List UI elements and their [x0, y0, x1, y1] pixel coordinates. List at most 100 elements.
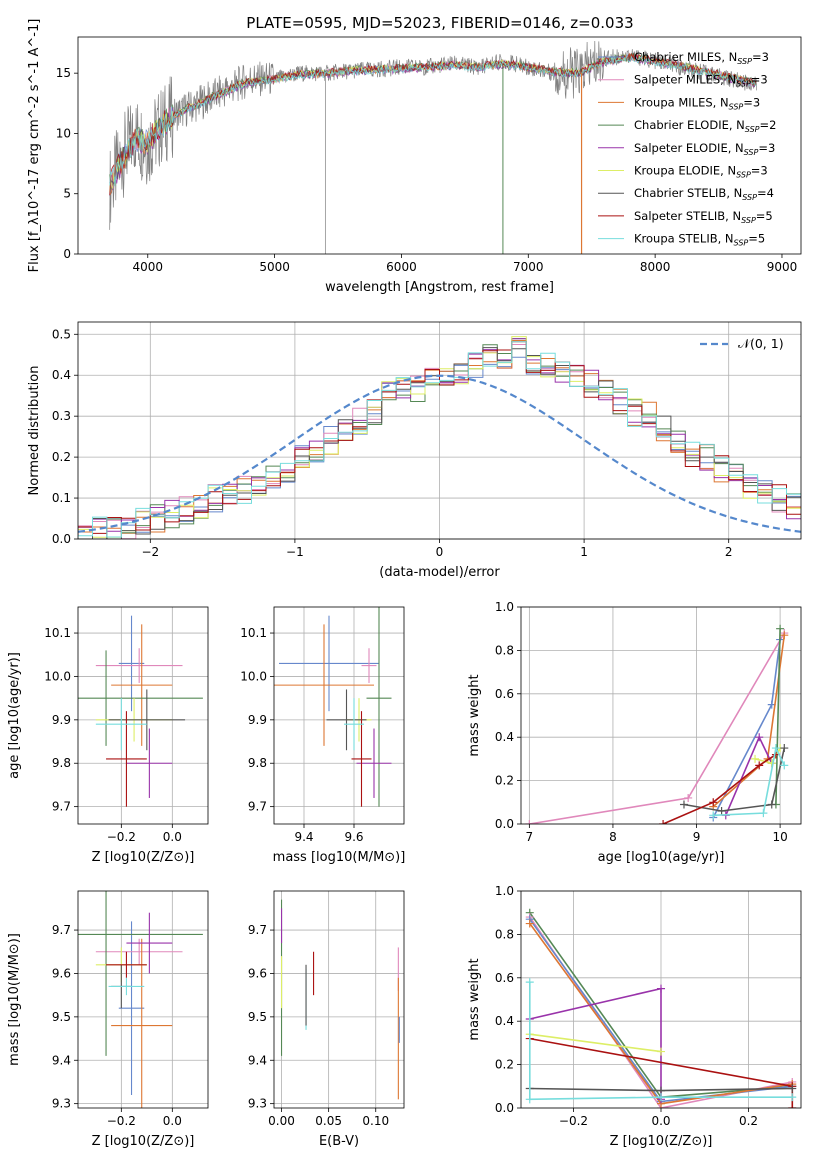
x-tick-label: 4000 [132, 260, 163, 274]
weight-vs-age-axes-frame [520, 606, 802, 825]
weight-line [528, 982, 793, 1101]
x-tick-label: 0.10 [362, 1114, 389, 1128]
weight-marker [788, 1084, 797, 1093]
weight-line [713, 745, 786, 817]
histogram-series [78, 341, 801, 539]
x-tick-label: 0 [436, 545, 444, 559]
x-tick-label: −1 [286, 545, 304, 559]
y-axis-label: Normed distribution [27, 366, 42, 496]
plot-area [525, 908, 797, 1108]
x-tick-label: 1 [580, 545, 588, 559]
y-tick-label: 9.7 [52, 800, 71, 814]
y-axis-label: mass weight [467, 958, 482, 1040]
residual-histogram-axes: −2 −1 0 1 2 0.0 0.1 0.2 0.3 0.4 0.5 (data-model)/er… [27, 321, 802, 580]
x-axis-label: wavelength [Angstrom, rest frame] [325, 280, 554, 295]
weight-marker [771, 744, 780, 753]
spectrum-frame [77, 36, 802, 255]
y-tick-label: 0.2 [495, 1058, 514, 1072]
model-spectrum-line [109, 52, 757, 196]
age-vs-metallicity-axes: −0.2 0.0 9.7 9.8 9.9 10.0 10.1 Z [log10(Z/Z⊙)] a… [7, 606, 209, 865]
y-tick-label: 9.4 [52, 1053, 71, 1067]
x-tick-label: 0.0 [651, 1114, 670, 1128]
x-tick-label: 10 [772, 830, 787, 844]
x-tick-label: 9000 [767, 260, 798, 274]
mass-vs-metallicity-axes-frame [77, 890, 209, 1109]
y-tick-label: 0.8 [495, 927, 514, 941]
y-tick-label: 5 [63, 187, 71, 201]
y-tick-label: 9.6 [52, 966, 71, 980]
spectrum-title: PLATE=0595, MJD=52023, FIBERID=0146, z=0… [246, 14, 633, 32]
plot-area [274, 607, 392, 807]
y-tick-label: 10.1 [44, 626, 71, 640]
x-axis-label: Z [log10(Z/Z⊙)] [610, 1134, 713, 1149]
weight-vs-metallicity-axes-frame [520, 890, 802, 1109]
weight-marker [780, 631, 789, 640]
legend-label: Chabrier MILES, NSSP=3 [634, 50, 769, 66]
y-tick-label: 0.4 [52, 368, 71, 382]
y-tick-label: 0.0 [52, 532, 71, 546]
legend-label: Salpeter MILES, NSSP=3 [634, 73, 768, 89]
y-tick-label: 9.9 [248, 713, 267, 727]
weight-marker [780, 744, 789, 753]
age-vs-mass-axes-frame [273, 606, 405, 825]
mass-vs-extinction-axes: 0.00 0.05 0.10 9.3 9.4 9.5 9.6 9.7 E(B-V) [248, 890, 405, 1149]
y-tick-label: 0.3 [52, 409, 71, 423]
spectrum-axes: 4000 5000 6000 7000 8000 9000 0 5 10 15 wavelength… [27, 19, 802, 295]
y-tick-label: 9.6 [248, 966, 267, 980]
x-axis-label: Z [log10(Z/Z⊙)] [92, 1134, 195, 1149]
x-tick-label: −0.2 [559, 1114, 588, 1128]
y-tick-label: 9.3 [248, 1097, 267, 1111]
model-spectrum-line [109, 54, 757, 187]
weight-marker [755, 733, 764, 742]
weight-line [683, 747, 786, 812]
y-tick-label: 0.2 [495, 774, 514, 788]
weight-marker [788, 1104, 797, 1108]
weight-marker [788, 1093, 797, 1102]
weight-marker [679, 800, 688, 809]
x-tick-label: 5000 [259, 260, 290, 274]
spectrum-legend: Chabrier MILES, NSSP=3 Salpeter MILES, NS… [598, 50, 776, 248]
y-tick-label: 1.0 [495, 600, 514, 614]
weight-marker [717, 806, 726, 815]
weight-marker [776, 624, 785, 633]
legend-label: Salpeter STELIB, NSSP=5 [634, 209, 773, 225]
weight-marker [767, 800, 776, 809]
x-tick-label: 0.00 [268, 1114, 295, 1128]
x-tick-label: 0.05 [315, 1114, 342, 1128]
x-tick-label: 0.0 [163, 1114, 182, 1128]
y-tick-label: 0.6 [495, 971, 514, 985]
y-tick-label: 9.8 [52, 756, 71, 770]
y-tick-label: 0.8 [495, 643, 514, 657]
y-tick-label: 9.8 [248, 756, 267, 770]
x-tick-label: 6000 [386, 260, 417, 274]
normal-curve [78, 374, 801, 533]
y-tick-label: 9.7 [248, 923, 267, 937]
weight-marker [525, 1095, 534, 1104]
x-axis-label: age [log10(age/yr)] [598, 850, 725, 865]
x-tick-label: −0.2 [107, 1114, 136, 1128]
x-tick-label: 9.4 [294, 830, 313, 844]
weight-vs-age-axes: 7 8 9 10 0.0 0.2 0.4 0.6 0.8 1.0 age [log10(age/yr… [467, 600, 802, 865]
weight-marker [525, 978, 534, 987]
plot-area [109, 40, 757, 254]
y-tick-label: 10.1 [240, 626, 267, 640]
mass-vs-metallicity-axes: −0.2 0.0 9.3 9.4 9.5 9.6 9.7 Z [log10(Z/Z⊙)] mas… [7, 890, 209, 1149]
y-tick-label: 0.0 [495, 1101, 514, 1115]
y-tick-label: 0.4 [495, 730, 514, 744]
y-tick-label: 0.0 [495, 817, 514, 831]
weight-line [529, 632, 785, 824]
legend-label: Kroupa STELIB, NSSP=5 [634, 232, 765, 248]
weight-marker [709, 811, 718, 820]
y-axis-label: mass weight [467, 674, 482, 756]
weight-marker [751, 754, 760, 763]
y-tick-label: 0.2 [52, 450, 71, 464]
weight-marker [525, 820, 534, 824]
y-tick-label: 9.7 [52, 923, 71, 937]
y-tick-label: 9.3 [52, 1097, 71, 1111]
age-vs-mass-axes: 9.4 9.6 9.7 9.8 9.9 10.0 10.1 mass [log10(M/M⊙)… [240, 606, 405, 865]
x-tick-label: 8 [609, 830, 617, 844]
weight-marker [657, 1093, 665, 1102]
weight-marker [657, 1047, 665, 1056]
y-tick-label: 0.5 [52, 327, 71, 341]
